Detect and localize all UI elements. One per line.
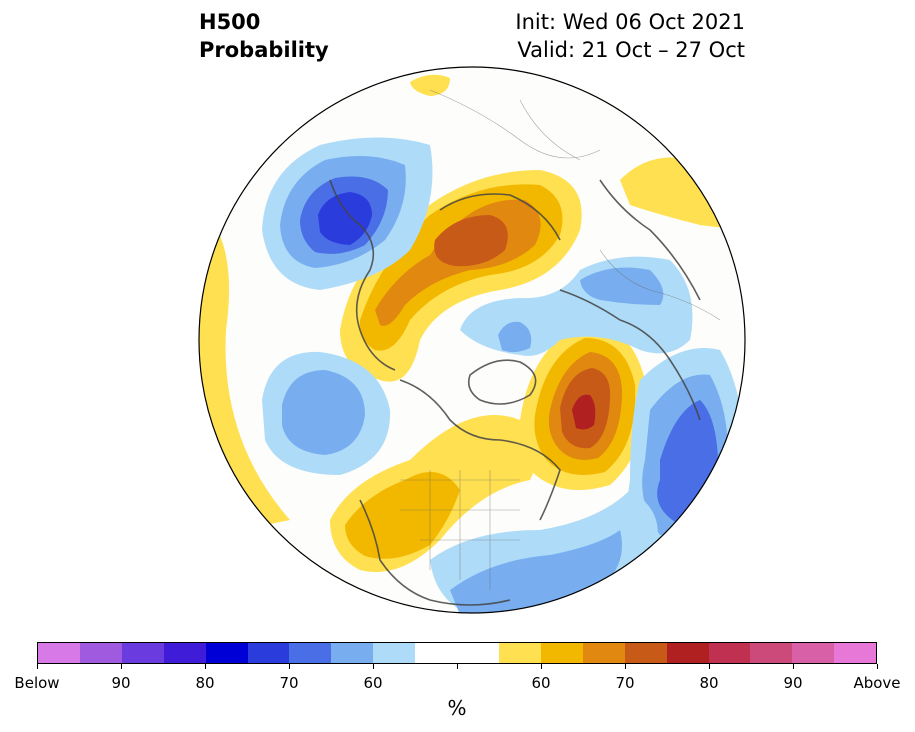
colorbar-tick-mark xyxy=(877,664,878,669)
colorbar-bin xyxy=(289,643,332,663)
forecast-dates: Init: Wed 06 Oct 2021 Valid: 21 Oct – 27… xyxy=(515,8,745,64)
colorbar xyxy=(37,642,877,664)
colorbar-tick-mark xyxy=(541,664,542,669)
colorbar-tick-mark xyxy=(793,664,794,669)
colorbar-tick-mark xyxy=(121,664,122,669)
colorbar-bin xyxy=(79,643,122,663)
colorbar-bin xyxy=(834,643,877,663)
colorbar-bin xyxy=(498,643,541,663)
colorbar-tick-label: 80 xyxy=(195,674,215,692)
colorbar-bin xyxy=(666,643,709,663)
colorbar-bin xyxy=(708,643,751,663)
colorbar-bin xyxy=(121,643,164,663)
colorbar-bin xyxy=(582,643,625,663)
colorbar-bin xyxy=(247,643,290,663)
colorbar-bin xyxy=(163,643,206,663)
colorbar-tick-label: 70 xyxy=(279,674,299,692)
colorbar-tick-label: Above xyxy=(853,674,901,692)
colorbar-tick-mark xyxy=(205,664,206,669)
colorbar-tick-label: 80 xyxy=(699,674,719,692)
valid-date: Valid: 21 Oct – 27 Oct xyxy=(517,38,745,62)
colorbar-tick-label: 60 xyxy=(531,674,551,692)
colorbar-bin xyxy=(373,643,416,663)
map-title: H500 Probability xyxy=(199,8,329,64)
colorbar-bin xyxy=(415,643,458,663)
colorbar-tick-mark xyxy=(457,664,458,669)
colorbar-tick-mark xyxy=(709,664,710,669)
init-date: Init: Wed 06 Oct 2021 xyxy=(515,10,745,34)
colorbar-bin xyxy=(331,643,374,663)
colorbar-bin xyxy=(205,643,248,663)
title-line2: Probability xyxy=(199,38,329,62)
polar-map xyxy=(198,66,746,614)
colorbar-bin xyxy=(38,643,80,663)
colorbar-tick-label: 60 xyxy=(363,674,383,692)
colorbar-tick-label: Below xyxy=(14,674,60,692)
title-line1: H500 xyxy=(199,10,261,34)
colorbar-tick-label: 70 xyxy=(615,674,635,692)
colorbar-bin xyxy=(792,643,835,663)
colorbar-tick-mark xyxy=(625,664,626,669)
colorbar-bin xyxy=(457,643,499,663)
colorbar-bin xyxy=(624,643,667,663)
colorbar-bin xyxy=(750,643,793,663)
colorbar-tick-mark xyxy=(373,664,374,669)
colorbar-tick-label: 90 xyxy=(783,674,803,692)
colorbar-bin xyxy=(540,643,583,663)
colorbar-tick-mark xyxy=(37,664,38,669)
colorbar-unit: % xyxy=(447,696,467,720)
colorbar-tick-mark xyxy=(289,664,290,669)
colorbar-tick-label: 90 xyxy=(111,674,131,692)
